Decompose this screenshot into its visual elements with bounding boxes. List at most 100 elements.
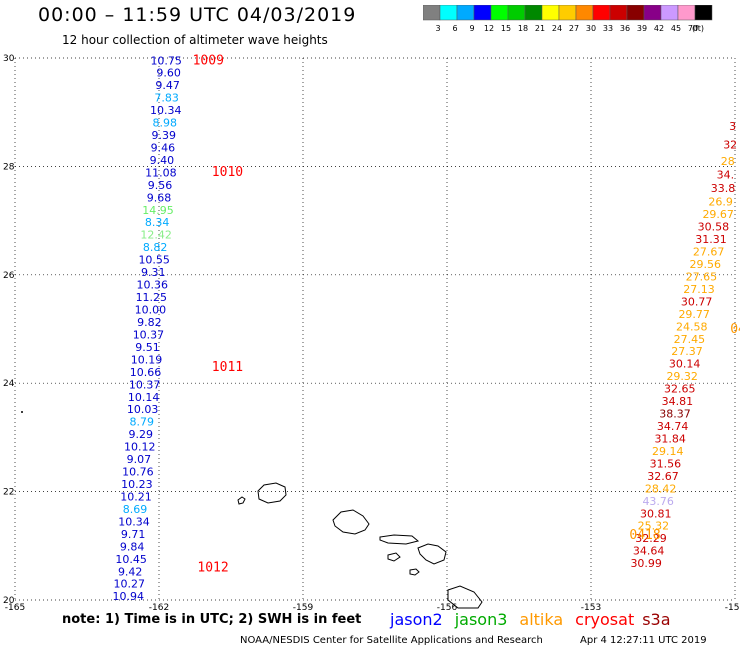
wave-height-value: 10.76 bbox=[122, 466, 154, 479]
wave-height-value: 31.56 bbox=[650, 457, 682, 470]
wave-height-value: 10.55 bbox=[138, 254, 170, 267]
wave-height-value: 27.65 bbox=[686, 270, 718, 283]
wave-height-value: 9.82 bbox=[137, 316, 162, 329]
sat-altika: altika bbox=[519, 610, 564, 629]
pressure-label: 0418 bbox=[629, 528, 660, 543]
wave-height-value: 31.84 bbox=[654, 432, 686, 445]
hawaiian-islands bbox=[21, 411, 483, 609]
wave-height-value: 34.64 bbox=[633, 545, 665, 558]
altimeter-tracks: 10.759.609.477.8310.348.989.399.469.4011… bbox=[113, 55, 738, 603]
wave-height-value: 8.98 bbox=[153, 116, 178, 129]
wave-height-value: 11.25 bbox=[136, 291, 168, 304]
legend-label: 15 bbox=[501, 24, 511, 33]
legend-label: 27 bbox=[569, 24, 579, 33]
x-tick-label: -156 bbox=[437, 603, 458, 613]
wave-height-value: 34.74 bbox=[657, 420, 689, 433]
wave-height-value: 10.94 bbox=[113, 590, 145, 603]
wave-height-value: 29.77 bbox=[678, 308, 710, 321]
wave-height-value: 27.45 bbox=[674, 333, 706, 346]
wave-height-value: 10.12 bbox=[124, 441, 156, 454]
island-molokai bbox=[379, 534, 420, 545]
sat-jason2: jason2 bbox=[390, 610, 443, 629]
pressure-label: 1012 bbox=[197, 560, 228, 575]
wave-height-value: 34.81 bbox=[662, 395, 694, 408]
wave-height-value: 12.42 bbox=[140, 229, 172, 242]
wave-height-value: 32 bbox=[723, 139, 737, 152]
y-tick-label: 20 bbox=[3, 596, 15, 606]
legend-label: 39 bbox=[637, 24, 647, 33]
legend-label: 18 bbox=[518, 24, 528, 33]
wave-height-value: 8.79 bbox=[129, 416, 154, 429]
legend-label: 12 bbox=[484, 24, 494, 33]
map-grid: -165 -162 -159 -156 -153 -150 30 28 26 24 22 20 bbox=[3, 54, 740, 613]
legend-label: 70 bbox=[688, 24, 698, 33]
wave-height-value: 27.13 bbox=[683, 283, 715, 296]
wave-height-value: 26.9 bbox=[708, 196, 733, 209]
island-lanai bbox=[387, 552, 401, 562]
wave-height-value: 10.45 bbox=[115, 553, 147, 566]
y-tick-label: 26 bbox=[3, 271, 15, 281]
island-kahoolawe bbox=[409, 568, 420, 576]
x-tick-label: -153 bbox=[581, 603, 601, 613]
wave-height-value: 10.36 bbox=[137, 279, 169, 292]
wave-height-value: 30.58 bbox=[698, 221, 730, 234]
wave-height-value: 28 bbox=[721, 155, 735, 168]
legend-label: 6 bbox=[452, 24, 457, 33]
wave-height-value: 10.19 bbox=[131, 353, 163, 366]
wave-height-value: 9.60 bbox=[156, 67, 181, 80]
wave-height-value: 10.03 bbox=[127, 403, 159, 416]
wave-height-value: 27.67 bbox=[693, 245, 725, 258]
wave-height-value: 9.31 bbox=[141, 266, 166, 279]
wave-height-value: 24.58 bbox=[676, 320, 708, 333]
island-oahu bbox=[332, 509, 370, 535]
wave-height-value: 9.40 bbox=[150, 154, 175, 167]
wave-height-value: 34. bbox=[717, 169, 735, 182]
wave-height-value: 9.42 bbox=[118, 565, 143, 578]
legend-label: 9 bbox=[469, 24, 474, 33]
timestamp-text: Apr 4 12:27:11 UTC 2019 bbox=[580, 635, 707, 646]
wave-height-value: 31.31 bbox=[695, 233, 727, 246]
wave-height-value: 3 bbox=[729, 120, 736, 133]
note-text: note: 1) Time is in UTC; 2) SWH is in fe… bbox=[62, 612, 362, 627]
wave-height-value: 10.23 bbox=[121, 478, 153, 491]
wave-height-value: 30.99 bbox=[630, 557, 662, 570]
wave-height-value: 11.08 bbox=[145, 166, 177, 179]
x-tick-label: -150 bbox=[725, 603, 740, 613]
wave-height-value: 9.07 bbox=[127, 453, 152, 466]
y-tick-label: 24 bbox=[3, 379, 15, 389]
wave-height-value: 30.14 bbox=[669, 358, 701, 371]
wave-height-value: 10.34 bbox=[150, 104, 182, 117]
credit-text: NOAA/NESDIS Center for Satellite Applica… bbox=[240, 635, 543, 646]
wave-height-value: 29.67 bbox=[702, 208, 734, 221]
wave-height-value: 28.42 bbox=[645, 482, 677, 495]
wave-height-value: 10.14 bbox=[128, 391, 160, 404]
wave-height-value: 9.47 bbox=[155, 79, 180, 92]
wave-height-value: 10.75 bbox=[150, 55, 182, 68]
wave-height-value: 10.21 bbox=[120, 490, 152, 503]
wave-height-value: 32.65 bbox=[664, 383, 696, 396]
wave-height-value: 8.34 bbox=[145, 216, 170, 229]
wave-height-value: 9.51 bbox=[135, 341, 160, 354]
x-tick-label: -165 bbox=[5, 603, 25, 613]
wave-height-value: 9.84 bbox=[120, 540, 145, 553]
legend-swatch bbox=[694, 5, 713, 21]
wave-height-value: 32.67 bbox=[647, 470, 679, 483]
island-niihau bbox=[237, 496, 246, 505]
island-kauai bbox=[257, 482, 287, 504]
pressure-label: 1010 bbox=[212, 165, 243, 180]
legend-label: 24 bbox=[552, 24, 562, 33]
y-tick-label: 30 bbox=[3, 54, 15, 64]
legend-label: 33 bbox=[603, 24, 613, 33]
color-scale-legend: 3 6 9 12 15 18 21 24 27 30 33 36 39 42 45 70(ft) bbox=[423, 5, 713, 33]
wave-height-value: 32.29 bbox=[635, 532, 667, 545]
wave-height-value: 9.56 bbox=[148, 179, 173, 192]
wave-height-value: 10.37 bbox=[133, 328, 165, 341]
pressure-label: 1011 bbox=[212, 360, 243, 375]
wave-height-value: 30.77 bbox=[681, 295, 713, 308]
wave-height-value: 43.76 bbox=[642, 495, 674, 508]
y-tick-label: 28 bbox=[3, 162, 15, 172]
wave-height-value: 14.95 bbox=[142, 204, 174, 217]
legend-label: 30 bbox=[586, 24, 596, 33]
wave-height-value: 10.37 bbox=[129, 378, 161, 391]
